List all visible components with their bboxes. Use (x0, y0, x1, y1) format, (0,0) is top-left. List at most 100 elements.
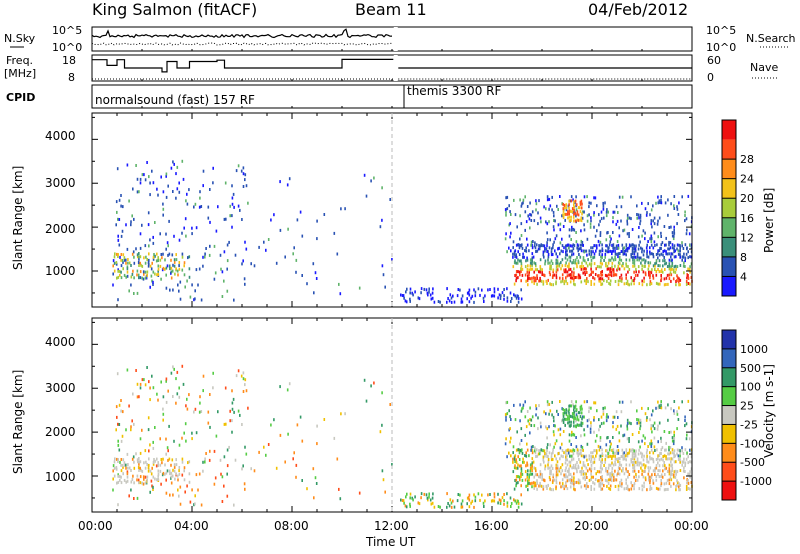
heatmap-cell (145, 276, 148, 280)
heatmap-cell (173, 463, 176, 467)
heatmap-cell (114, 457, 116, 461)
heatmap-cell (340, 207, 342, 211)
colorbar-segment (722, 217, 736, 238)
heatmap-cell (660, 268, 663, 272)
heatmap-cell (209, 449, 211, 453)
heatmap-cell (517, 250, 519, 254)
heatmap-cell (220, 267, 222, 271)
heatmap-cell (175, 472, 177, 476)
heatmap-cell (535, 279, 537, 283)
heatmap-cell (468, 498, 471, 502)
heatmap-cell (136, 177, 139, 181)
heatmap-cell (558, 262, 561, 266)
heatmap-cell (235, 374, 238, 378)
heatmap-cell (381, 218, 383, 222)
heatmap-cell (409, 492, 412, 496)
heatmap-cell (221, 270, 224, 274)
heatmap-cell (178, 443, 181, 447)
heatmap-cell (569, 249, 571, 253)
heatmap-cell (316, 219, 318, 223)
heatmap-cell (602, 201, 604, 205)
heatmap-cell (189, 500, 192, 504)
heatmap-cell (582, 461, 585, 465)
heatmap-cell (515, 270, 518, 273)
heatmap-cell (573, 476, 575, 480)
heatmap-cell (668, 472, 671, 476)
heatmap-cell (533, 281, 535, 285)
heatmap-cell (668, 431, 670, 434)
heatmap-cell (526, 442, 528, 446)
heatmap-cell (617, 460, 619, 464)
heatmap-cell (559, 276, 561, 280)
heatmap-cell (247, 406, 249, 410)
heatmap-cell (627, 270, 629, 274)
heatmap-cell (611, 457, 613, 461)
heatmap-cell (594, 401, 597, 405)
heatmap-cell (628, 216, 631, 220)
heatmap-cell (646, 454, 648, 458)
nsky-tick-bottom: 10^0 (52, 41, 82, 54)
heatmap-cell (120, 258, 122, 262)
heatmap-cell (177, 273, 179, 277)
heatmap-cell (284, 460, 286, 464)
colorbar-segment (722, 462, 736, 482)
heatmap-cell (593, 252, 596, 256)
heatmap-cell (506, 195, 509, 199)
heatmap-cell (185, 199, 187, 203)
heatmap-cell (609, 267, 612, 271)
heatmap-cell (557, 413, 559, 416)
heatmap-cell (513, 293, 515, 297)
heatmap-cell (503, 288, 505, 291)
heatmap-cell (609, 445, 612, 449)
heatmap-cell (626, 222, 629, 226)
heatmap-cell (550, 259, 553, 263)
heatmap-cell (636, 421, 638, 425)
heatmap-cell (529, 431, 531, 435)
heatmap-cell (640, 261, 642, 265)
heatmap-cell (676, 448, 679, 452)
heatmap-cell (562, 209, 565, 213)
heatmap-cell (592, 475, 594, 479)
heatmap-cell (575, 413, 578, 417)
heatmap-cell (138, 481, 140, 485)
heatmap-cell (576, 218, 579, 222)
heatmap-cell (526, 484, 529, 488)
heatmap-cell (530, 267, 532, 271)
heatmap-cell (644, 264, 646, 268)
heatmap-cell (528, 454, 530, 458)
heatmap-cell (267, 238, 270, 241)
heatmap-cell (420, 291, 422, 295)
heatmap-cell (605, 419, 608, 423)
heatmap-cell (654, 264, 656, 268)
heatmap-cell (660, 403, 662, 407)
heatmap-cell (178, 494, 180, 498)
heatmap-cell (558, 264, 561, 268)
heatmap-cell (525, 246, 527, 250)
heatmap-cell (622, 252, 625, 256)
heatmap-cell (381, 391, 383, 395)
heatmap-cell (648, 475, 650, 479)
heatmap-cell (116, 457, 118, 461)
heatmap-cell (152, 488, 154, 491)
heatmap-cell (608, 243, 611, 247)
heatmap-cell (577, 261, 580, 265)
heatmap-cell (671, 457, 674, 461)
heatmap-cell (152, 270, 155, 274)
heatmap-cell (160, 253, 163, 256)
heatmap-cell (323, 418, 326, 421)
heatmap-cell (551, 208, 553, 212)
colorbar-tick-label: -1000 (740, 475, 772, 488)
heatmap-cell (564, 218, 566, 222)
heatmap-cell (157, 193, 159, 197)
heatmap-cell (626, 424, 628, 428)
heatmap-cell (684, 424, 686, 428)
heatmap-cell (541, 270, 543, 273)
heatmap-cell (562, 407, 564, 411)
heatmap-cell (651, 252, 653, 256)
heatmap-cell (583, 223, 585, 227)
heatmap-cell (539, 481, 541, 485)
heatmap-cell (184, 217, 187, 221)
heatmap-cell (571, 276, 574, 280)
heatmap-cell (579, 243, 582, 247)
heatmap-cell (676, 279, 678, 282)
